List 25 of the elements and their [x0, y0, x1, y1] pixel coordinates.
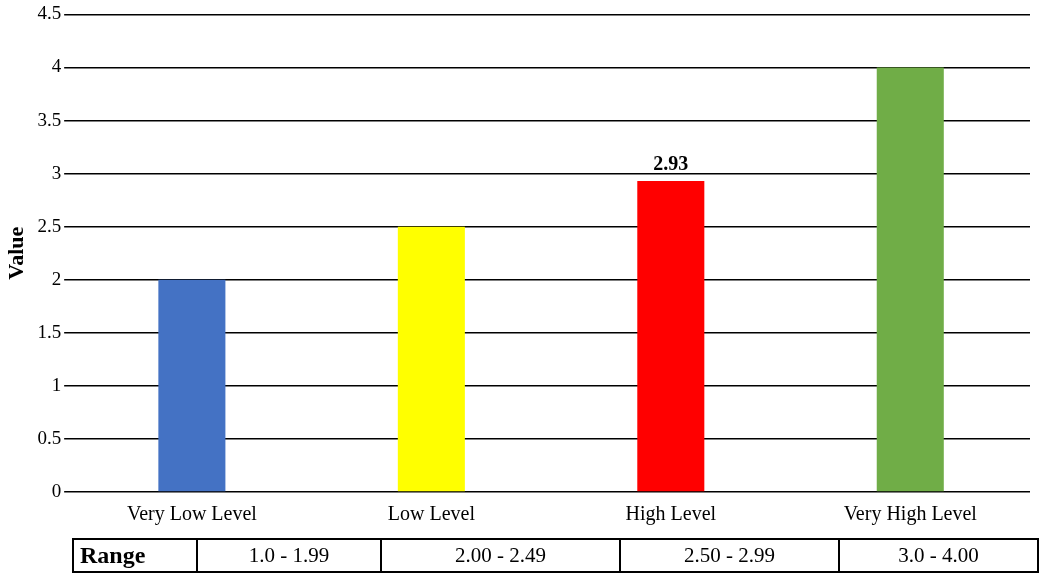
y-tick-label: 1	[51, 373, 62, 395]
y-tick-label: 2.5	[37, 214, 62, 236]
bar	[397, 226, 465, 492]
bar	[876, 67, 944, 492]
y-tick-label: 2	[51, 267, 62, 289]
y-tick-label: 0	[51, 479, 62, 501]
y-tick-label: 3	[51, 161, 62, 183]
y-tick-label: 4.5	[37, 2, 62, 24]
x-tick-label: Very Low Level	[126, 502, 258, 526]
y-tick-label: 0.5	[37, 426, 62, 448]
text: 1.0 - 1.99	[197, 539, 381, 572]
y-tick-label: 3.5	[37, 108, 62, 130]
text: 3.0 - 4.00	[839, 539, 1038, 572]
text: 2.00 - 2.49	[381, 539, 620, 572]
data-label: 2.93	[653, 152, 689, 175]
x-tick-label: Very High Level	[843, 502, 978, 526]
bar	[158, 279, 226, 492]
y-axis-title: Value	[2, 226, 28, 280]
text: Range	[73, 539, 197, 572]
x-tick-label: Low Level	[387, 502, 476, 525]
y-tick-label: 4	[51, 55, 62, 77]
x-tick-label: High Level	[625, 502, 717, 526]
y-tick-label: 1.5	[37, 320, 62, 342]
text: 2.50 - 2.99	[620, 539, 839, 572]
bar	[637, 181, 705, 492]
